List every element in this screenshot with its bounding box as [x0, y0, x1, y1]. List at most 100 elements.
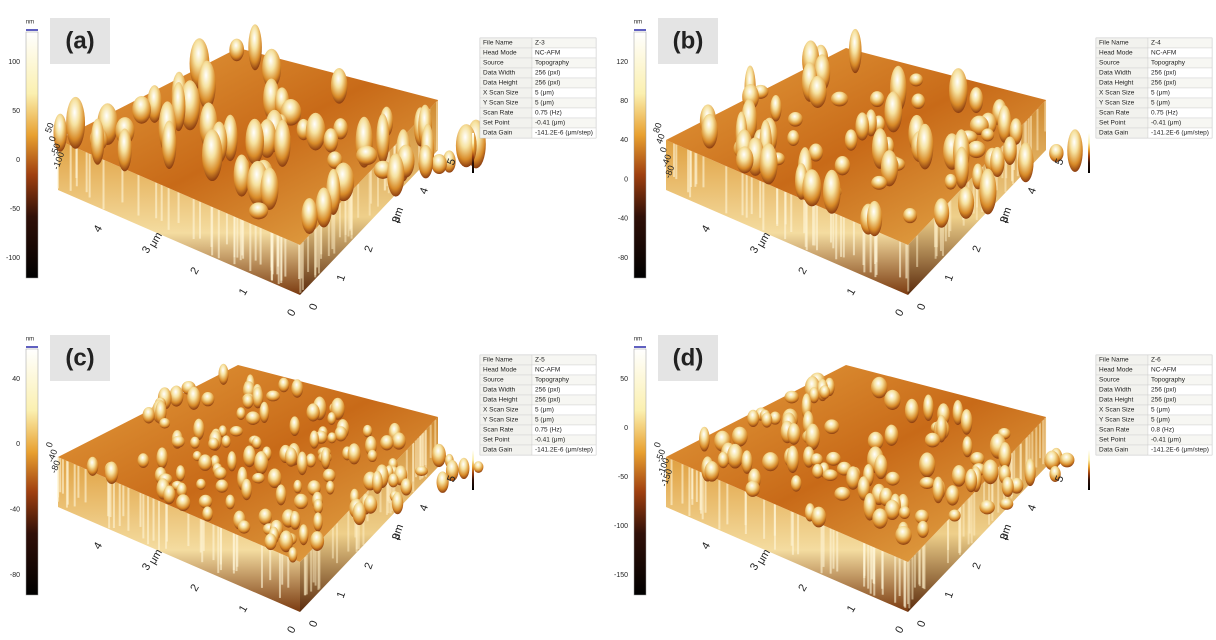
y-tick-label: 4	[418, 186, 431, 196]
surface-grain	[291, 379, 303, 397]
surface-grain	[400, 478, 412, 495]
surface-grain	[176, 494, 190, 511]
surface-grain	[949, 68, 968, 113]
info-key: File Name	[1099, 357, 1129, 364]
surface-grain	[805, 424, 820, 450]
surface-grain	[925, 433, 940, 448]
surface-grain	[969, 87, 983, 113]
surface-grain	[965, 469, 977, 492]
surface-grain	[1067, 129, 1083, 172]
surface-grain	[310, 531, 324, 551]
surface-grain	[176, 465, 185, 481]
surface-grain	[172, 436, 185, 448]
info-key: Set Point	[1099, 120, 1126, 127]
surface-grain	[236, 407, 245, 420]
surface-grain	[899, 506, 910, 519]
y-tick-label: 2	[970, 561, 983, 571]
info-key: Data Height	[483, 80, 518, 87]
surface-grain	[982, 460, 998, 485]
x-tick-label: 1	[845, 603, 858, 614]
surface-grain	[1000, 498, 1014, 510]
surface-grain	[884, 91, 902, 132]
y-axis-unit: μm	[390, 206, 407, 225]
surface-grain	[747, 410, 759, 427]
surface-grain	[138, 453, 150, 468]
info-value: NC-AFM	[535, 367, 560, 374]
colorbar	[26, 32, 38, 278]
surface-grain	[229, 39, 244, 62]
surface-grain	[216, 480, 229, 493]
surface-grain	[701, 114, 717, 149]
info-key: File Name	[483, 357, 513, 364]
surface-grain	[208, 438, 219, 451]
colorbar-tick-label: -50	[10, 206, 20, 213]
colorbar-tick-label: 40	[620, 137, 628, 144]
surface-grain	[143, 407, 155, 424]
info-value: 256 (pxl)	[1151, 387, 1176, 394]
info-value: Topography	[535, 60, 570, 67]
info-key: Head Mode	[1099, 367, 1133, 374]
surface-grain	[418, 145, 433, 178]
info-value: Topography	[535, 377, 570, 384]
surface-grain	[243, 394, 254, 408]
surface-grain	[917, 124, 934, 170]
info-key: Source	[483, 60, 504, 67]
info-key: Data Width	[1099, 70, 1132, 77]
info-key: Data Gain	[1099, 130, 1129, 137]
z-tick-label: 0	[652, 441, 663, 449]
surface-grain	[819, 385, 830, 399]
surface-grain	[903, 208, 917, 223]
surface-grain	[762, 452, 779, 471]
surface-grain	[761, 412, 772, 427]
surface-grain	[949, 510, 961, 522]
surface-grain	[787, 423, 800, 445]
info-key: Y Scan Size	[483, 100, 519, 107]
surface-grain	[874, 454, 887, 479]
surface-grain	[326, 481, 335, 495]
surface-grain	[967, 141, 986, 158]
info-value: 0.75 (Hz)	[535, 427, 562, 434]
surface-grain	[324, 128, 339, 152]
colorbar-tick-label: 50	[620, 376, 628, 383]
surface-grain	[909, 73, 923, 86]
surface-grain	[979, 500, 994, 514]
z-tick-label: 80	[651, 121, 664, 134]
surface-grain	[376, 114, 389, 164]
info-value: NC-AFM	[1151, 50, 1176, 57]
info-value: -141.2E-6 (μm/step)	[1151, 130, 1209, 137]
colorbar-tick-label: 120	[616, 59, 628, 66]
surface-grain	[785, 391, 799, 404]
info-value: Topography	[1151, 60, 1186, 67]
z-tick-label: 40	[654, 132, 667, 145]
info-value: -141.2E-6 (μm/step)	[1151, 447, 1209, 454]
surface-grain	[920, 477, 935, 489]
surface-grain	[105, 461, 118, 484]
surface-grain	[285, 447, 297, 466]
info-key: Data Gain	[483, 130, 513, 137]
surface-grain	[458, 458, 469, 479]
x-tick-label: 0	[285, 307, 298, 318]
x-tick-label: 0	[893, 624, 906, 635]
surface-grain	[190, 437, 200, 449]
surface-grain	[432, 444, 446, 467]
info-value: -141.2E-6 (μm/step)	[535, 130, 593, 137]
surface-grain	[245, 119, 264, 165]
mini-colorbar	[1088, 450, 1090, 490]
surface-grain	[265, 533, 277, 550]
info-key: Set Point	[1099, 437, 1126, 444]
surface-grain	[812, 464, 823, 479]
surface-grain	[831, 92, 848, 107]
surface-grain	[870, 91, 884, 107]
x-tick-label: 4	[92, 540, 105, 551]
surface-grain	[290, 511, 300, 529]
afm-panel: nm100500-50-100(a)500-50-10001234μm01234…	[6, 18, 596, 319]
info-value: -141.2E-6 (μm/step)	[535, 447, 593, 454]
info-key: Data Height	[1099, 397, 1134, 404]
surface-grain	[196, 479, 206, 490]
surface-grain	[199, 495, 212, 509]
info-value: Topography	[1151, 377, 1186, 384]
surface-grain	[732, 427, 748, 447]
surface-grain	[855, 112, 869, 140]
info-value: Z-4	[1151, 40, 1161, 47]
colorbar-tick-label: 80	[620, 98, 628, 105]
